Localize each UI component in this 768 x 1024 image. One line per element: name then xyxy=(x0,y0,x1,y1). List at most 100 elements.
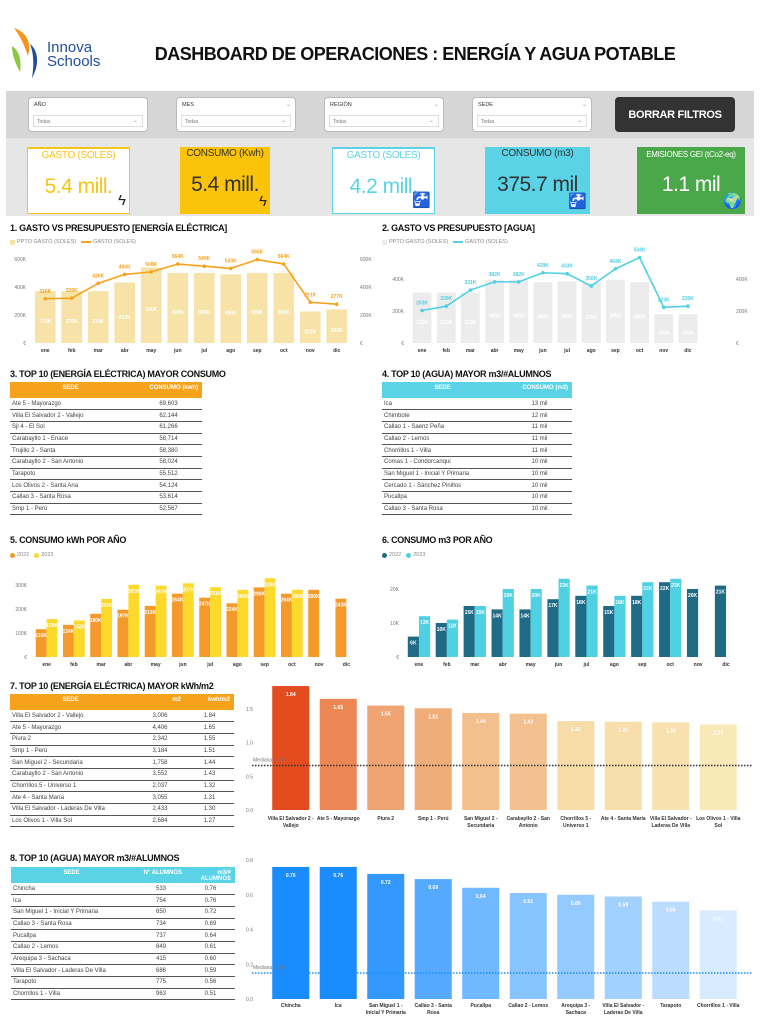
table-row[interactable]: Carabayllo 2 - San Antonio 3,552 1.43 xyxy=(10,768,234,781)
budget-bar[interactable] xyxy=(114,282,136,343)
table-row[interactable]: Villa El Salvador - Laderas De Villa 2,43… xyxy=(10,803,234,816)
bar-2023[interactable] xyxy=(155,585,167,657)
ranked-bar[interactable] xyxy=(367,873,405,999)
table-row[interactable]: Villa El Salvador 2 - Vallejo 62,144 xyxy=(10,409,202,422)
bar-2022[interactable] xyxy=(280,593,292,657)
table-row[interactable]: Chorrillos 5 - Universo 1 2,037 1.32 xyxy=(10,780,234,793)
ranked-bar[interactable] xyxy=(509,713,547,810)
table-row[interactable]: Smp 1 - Perú 3,184 1.51 xyxy=(10,745,234,758)
legend-item[interactable]: 2023 xyxy=(34,552,54,558)
bar-2023[interactable] xyxy=(46,619,58,657)
table-row[interactable]: Piura 2 2,342 1.55 xyxy=(10,733,234,746)
filter-dropdown[interactable]: Todas ⌄ xyxy=(33,115,143,127)
bar-2022[interactable] xyxy=(435,623,447,657)
gasto-point[interactable] xyxy=(308,300,313,305)
budget-bar[interactable] xyxy=(273,273,295,343)
ranked-bar[interactable] xyxy=(414,879,452,999)
table-row[interactable]: Pucallpa 10 mil xyxy=(382,491,572,504)
ranked-bar[interactable] xyxy=(604,721,642,810)
table-row[interactable]: Callao 1 - Saenz Peña 11 mil xyxy=(382,421,572,434)
gasto-point[interactable] xyxy=(202,264,207,268)
table-row[interactable]: Smp 1 - Perú 52,567 xyxy=(10,503,202,516)
gasto-point[interactable] xyxy=(565,271,569,276)
bar-2023[interactable] xyxy=(128,584,140,657)
table-row[interactable]: Arequipa 3 - Sachaca 415 0.60 xyxy=(11,953,235,966)
bar-2022[interactable] xyxy=(35,629,47,657)
filter-0[interactable]: AÑO Todas ⌄ xyxy=(28,97,148,132)
table-row[interactable]: San Miguel 1 - Inicial Y Primaria 650 0.72 xyxy=(11,906,235,919)
ranked-bar[interactable] xyxy=(462,887,500,999)
table-row[interactable]: Carabayllo 1 - Enace 58,714 xyxy=(10,433,202,446)
filter-1[interactable]: MES ⌄ Todas ⌄ xyxy=(176,97,296,132)
table-row[interactable]: Villa El Salvador - Laderas De Villa 686 0… xyxy=(11,964,235,977)
filter-3[interactable]: SEDE ⌄ Todas ⌄ xyxy=(472,97,592,132)
ranked-bar[interactable] xyxy=(319,698,357,810)
gasto-point[interactable] xyxy=(149,270,154,274)
ranked-bar[interactable] xyxy=(462,712,500,810)
filter-2[interactable]: REGIÓN ⌄ Todas ⌄ xyxy=(324,97,444,132)
ranked-bar[interactable] xyxy=(699,724,737,810)
table-row[interactable]: Chimbote 12 mil xyxy=(382,409,572,422)
budget-bar[interactable] xyxy=(299,311,321,344)
bar-2022[interactable] xyxy=(631,595,643,657)
table-row[interactable]: Trujillo 2 - Santa 58,380 xyxy=(10,444,202,457)
table-row[interactable]: Los Olivos 1 - Villa Sol 2,684 1.27 xyxy=(10,815,234,828)
bar-2023[interactable] xyxy=(558,578,570,657)
table-row[interactable]: Ica 13 mil xyxy=(382,398,572,411)
bar-2022[interactable] xyxy=(519,609,531,657)
column-header[interactable]: CONSUMO (kwh) xyxy=(135,382,202,398)
column-header[interactable]: N° ALUMNOS xyxy=(136,867,186,883)
budget-bar[interactable] xyxy=(246,273,268,343)
table-row[interactable]: Ica 754 0.76 xyxy=(11,894,235,907)
bar-2022[interactable] xyxy=(253,587,265,657)
table-row[interactable]: Pucallpa 737 0.64 xyxy=(11,929,235,942)
bar-2023[interactable] xyxy=(474,606,486,657)
column-header[interactable]: SEDE xyxy=(10,382,135,398)
gasto-point[interactable] xyxy=(613,266,618,271)
gasto-point[interactable] xyxy=(516,280,521,284)
table-row[interactable]: Los Olivos 2 - Santa Ana 54,124 xyxy=(10,479,202,492)
ranked-bar[interactable] xyxy=(319,866,357,999)
table-row[interactable]: Cercado 1 - Sánchez Pinillos 10 mil xyxy=(382,479,572,492)
bar-2023[interactable] xyxy=(614,595,626,657)
legend-item[interactable]: 2022 xyxy=(10,552,29,558)
gasto-point[interactable] xyxy=(255,257,260,262)
bar-2022[interactable] xyxy=(547,599,559,657)
gasto-point[interactable] xyxy=(281,262,286,266)
table-row[interactable]: Villa El Salvador 2 - Vallejo 3,006 1.84 xyxy=(10,710,234,723)
budget-bar[interactable] xyxy=(34,291,56,343)
table-row[interactable]: Callao 2 - Lemos 849 0.61 xyxy=(11,941,235,954)
ranked-bar[interactable] xyxy=(414,708,452,810)
ranked-bar[interactable] xyxy=(272,686,310,810)
table-row[interactable]: Callao 2 - Lemos 11 mil xyxy=(382,433,572,446)
legend-item[interactable]: GASTO (SOLES) xyxy=(81,239,136,245)
bar-2022[interactable] xyxy=(144,605,156,657)
table-row[interactable]: Tarapoto 55,512 xyxy=(10,468,202,481)
gasto-point[interactable] xyxy=(334,302,339,307)
budget-bar[interactable] xyxy=(193,273,215,343)
ranked-bar[interactable] xyxy=(272,866,310,999)
ranked-bar[interactable] xyxy=(367,705,405,810)
column-header[interactable]: m2 xyxy=(135,694,185,710)
table-row[interactable]: Carabayllo 2 - San Antonio 58,024 xyxy=(10,456,202,469)
gasto-point[interactable] xyxy=(69,296,74,300)
budget-bar[interactable] xyxy=(436,292,456,343)
bar-2023[interactable] xyxy=(530,589,542,657)
budget-bar[interactable] xyxy=(605,279,625,343)
table-row[interactable]: Chorrillos 1 - Villa 11 mil xyxy=(382,444,572,457)
budget-bar[interactable] xyxy=(460,292,480,343)
column-header[interactable]: m3/# ALUMNOS xyxy=(186,867,235,883)
table-row[interactable]: San Miguel 2 - Secundaria 1,758 1.44 xyxy=(10,756,234,769)
table-row[interactable]: Chorrillos 1 - Villa 963 0.51 xyxy=(11,988,235,1001)
budget-bar[interactable] xyxy=(557,281,577,343)
bar-2022[interactable] xyxy=(335,598,347,657)
filter-dropdown[interactable]: Todas ⌄ xyxy=(329,115,439,127)
bar-2022[interactable] xyxy=(308,589,320,657)
gasto-point[interactable] xyxy=(96,281,101,286)
budget-bar[interactable] xyxy=(533,282,553,343)
table-row[interactable]: Callao 3 - Santa Rosa 734 0.69 xyxy=(11,918,235,931)
bar-2022[interactable] xyxy=(171,593,183,657)
table-row[interactable]: Tarapoto 775 0.56 xyxy=(11,976,235,989)
bar-2022[interactable] xyxy=(463,606,475,657)
table-row[interactable]: Sjl 4 - El Sol 61,266 xyxy=(10,421,202,434)
